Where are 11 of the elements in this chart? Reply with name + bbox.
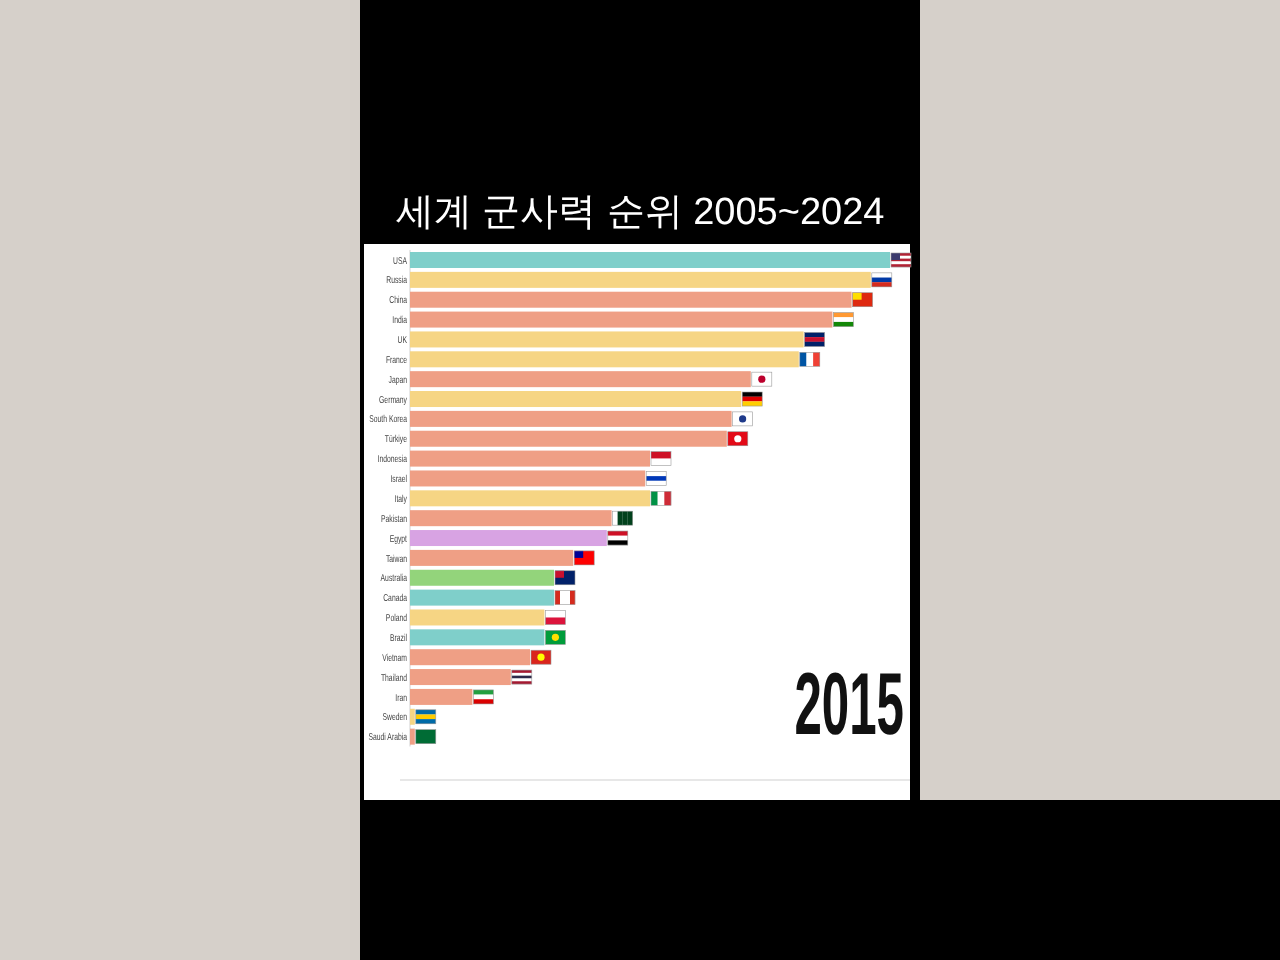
bar — [410, 271, 871, 288]
bar — [410, 669, 511, 686]
bar — [410, 311, 833, 328]
bar — [410, 688, 473, 705]
bar — [410, 609, 545, 626]
bar — [410, 331, 804, 348]
bar — [410, 252, 890, 268]
bar — [410, 391, 742, 408]
bar — [410, 530, 607, 547]
annotation: 2015 — [794, 655, 904, 754]
chart-title: 세계 군사력 순위 2005~2024 — [395, 192, 886, 234]
